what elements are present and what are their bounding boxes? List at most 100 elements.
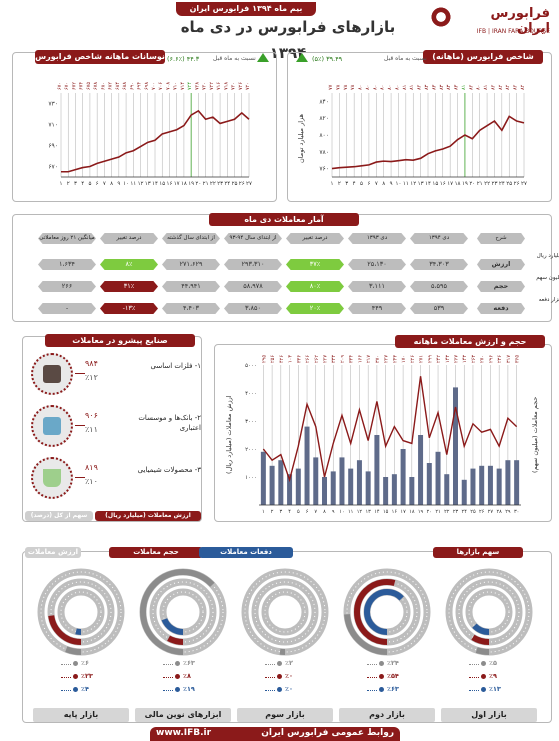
x-tick-label: ۲۵	[232, 181, 238, 187]
x-tick-label: ۹	[332, 509, 335, 515]
industry-share: ٪۱۱	[85, 425, 98, 434]
top-label: ۳۷۰	[375, 355, 381, 363]
x-tick-label: ۳۰	[514, 509, 519, 515]
index-chart-panel: شاخص فرابورس (ماهانه) ۳۹.۴۹ (۵٪) نسبت به…	[287, 50, 552, 202]
top-label: ۷۲۸	[194, 82, 200, 90]
series-line	[262, 376, 518, 483]
stat-dot	[73, 674, 78, 679]
flask-icon	[31, 457, 73, 499]
footer-url[interactable]: www.IFB.ir	[156, 728, 212, 738]
x-tick-label: ۱۲	[357, 509, 363, 515]
y-tick-label: ۵۰۰۰	[245, 363, 257, 369]
top-label: ۶۷۴	[79, 82, 85, 90]
industry-item: ۸۱۹ ٪۱۰ ۳- محصولات شیمیایی	[23, 455, 203, 505]
top-label: ۱۶۶	[357, 355, 363, 363]
bar	[505, 460, 511, 505]
legend-value-tag: ارزش معاملات	[25, 547, 81, 558]
bar	[287, 474, 293, 505]
market-item: ٪۶۳ ٪۸ ٪۱۹ ابزارهای نوین مالی	[133, 560, 233, 724]
x-tick-label: ۹	[390, 181, 393, 187]
logo: فرابورس ایران IFB | IRAN FARA BOURSE	[430, 4, 550, 40]
market-stat: ٪۶۳	[183, 659, 195, 667]
top-label: ۸۲	[513, 84, 519, 90]
market-stat: ٪۶۳	[387, 685, 399, 693]
y-tick-label: ۱۰۰۰	[245, 475, 257, 481]
x-tick-label: ۲۰	[427, 509, 432, 515]
bar	[479, 465, 485, 505]
connector-line	[75, 477, 85, 478]
top-label: ۶۸۰	[100, 82, 106, 90]
donut-arc	[58, 589, 104, 635]
x-tick-label: ۲۴	[224, 181, 230, 187]
top-label: ۷۲۶	[238, 82, 244, 90]
stat-connector	[367, 690, 377, 691]
market-stat: ٪۵۴	[387, 672, 399, 680]
y-tick-label: ۳۰۰۰	[245, 419, 257, 425]
top-label: ۳۳۳	[331, 355, 337, 363]
legend-count-tag: دفعات معاملات	[199, 547, 293, 558]
stat-connector	[163, 664, 173, 665]
stat-dot	[379, 674, 384, 679]
bar	[313, 457, 319, 505]
top-label: ۷۸	[343, 84, 349, 90]
market-stat: ٪۰	[285, 672, 293, 680]
x-tick-label: ۱۰	[396, 181, 402, 187]
bar	[444, 474, 450, 505]
bar	[453, 387, 458, 505]
y-tick-label: ۸۰۰	[319, 132, 329, 139]
top-label: ۶۷۵	[86, 82, 92, 90]
x-tick-label: ۱۴	[152, 181, 158, 187]
industry-item: ۹۰۶ ٪۱۱ ۲- بانک‌ها و موسسات اعتباری	[23, 403, 203, 453]
x-tick-label: ۱۵	[383, 509, 389, 515]
stats-cell: ۴۴۹	[348, 303, 406, 314]
industries-tag-share: سهم از کل (درصد)	[25, 511, 93, 521]
top-label: ۴۲۶	[279, 355, 285, 363]
x-tick-label: ۱۶	[167, 181, 173, 187]
x-tick-label: ۲	[338, 181, 341, 187]
top-label: ۸۳	[446, 84, 452, 90]
top-label: ۷۲۴	[187, 82, 193, 90]
x-tick-label: ۲۸	[496, 509, 502, 515]
x-tick-label: ۶	[96, 181, 99, 187]
index-chart-title: شاخص فرابورس (ماهانه)	[423, 50, 543, 64]
stats-cell: ۳۱٪	[100, 281, 158, 292]
bar	[400, 449, 406, 505]
stats-cell: ۲۰٪	[286, 303, 344, 314]
stat-connector	[163, 677, 173, 678]
x-tick-label: ۷	[375, 181, 378, 187]
x-tick-label: ۱۳	[418, 181, 424, 187]
market-item: ٪۲ ٪۰ ٪۰ بازار سوم	[235, 560, 335, 724]
top-label: ۶۹۴	[137, 82, 143, 90]
connector-line	[75, 373, 85, 374]
stat-dot	[175, 674, 180, 679]
top-label: ۷۲۰	[202, 82, 208, 90]
daily-chart-title: حجم و ارزش معاملات ماهانه فرابورس	[395, 335, 545, 359]
index-ylabel: هزار میلیارد تومان	[297, 113, 305, 163]
logo-text-fa: فرابورس ایران	[490, 6, 550, 36]
top-label: ۷۸	[350, 84, 356, 90]
donut-arc	[38, 569, 124, 655]
x-tick-label: ۱۸	[409, 509, 415, 515]
stats-header-cell: درصد تغییر	[286, 233, 344, 244]
markets-title: سهم بازارها	[433, 547, 523, 558]
series-line	[61, 109, 250, 173]
cap-change-value: ۴۴.۳ (۶.۶٪)	[167, 55, 200, 63]
stat-dot	[277, 661, 282, 666]
x-tick-label: ۱۹	[418, 509, 424, 515]
market-stat: ٪۲۴	[387, 659, 399, 667]
x-tick-label: ۷	[103, 181, 106, 187]
x-tick-label: ۱۱	[403, 181, 409, 187]
x-tick-label: ۲۳	[453, 509, 459, 515]
x-tick-label: ۱	[60, 181, 63, 187]
top-label: ۶۸۲	[108, 82, 114, 90]
top-label: ۸۰	[358, 85, 364, 90]
donut-arc	[140, 569, 226, 655]
market-stat: ٪۰	[285, 685, 293, 693]
top-label: ۷۰۶	[158, 82, 164, 90]
top-label: ۱۴۳	[445, 355, 451, 363]
stat-dot	[481, 687, 486, 692]
top-label: ۷۷	[328, 84, 334, 90]
market-donut	[445, 568, 533, 656]
x-tick-label: ۲۱	[435, 509, 440, 515]
stat-dot	[481, 674, 486, 679]
